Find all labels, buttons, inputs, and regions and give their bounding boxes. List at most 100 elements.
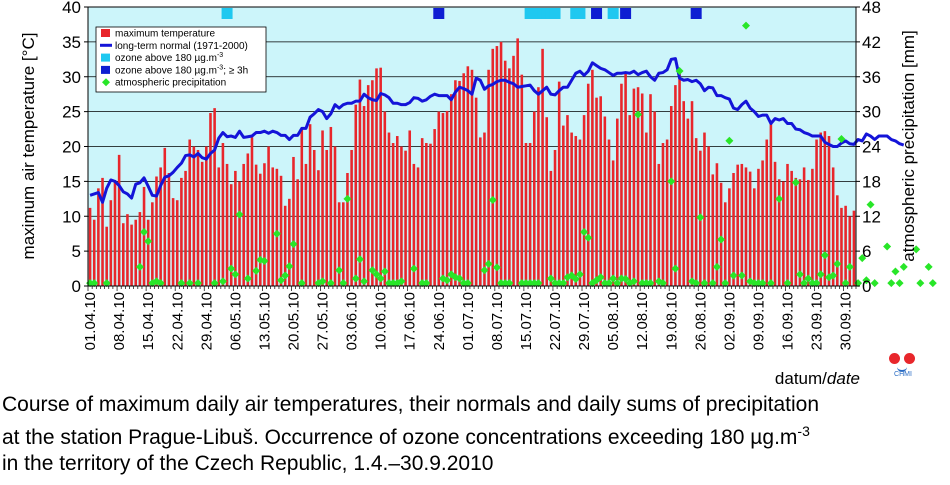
precipitation-markers xyxy=(86,21,937,288)
precipitation-marker xyxy=(194,279,203,288)
x-axis-label-main: datum/ xyxy=(775,369,827,388)
temperature-bar xyxy=(138,212,142,286)
temperature-bar xyxy=(815,139,818,286)
temperature-precipitation-chart: 0 5 10 15 20 25 30 35 40 0 6 12 18 24 30 36 42 48 01.04.10… xyxy=(19,0,937,388)
x-tick-label: 09.09.10 xyxy=(750,292,767,350)
precipitation-marker xyxy=(829,271,838,280)
precipitation-marker xyxy=(600,279,609,288)
temperature-bar xyxy=(545,117,549,287)
temperature-bar xyxy=(620,83,623,286)
precipitation-marker xyxy=(634,110,643,119)
temperature-bar xyxy=(184,170,187,286)
temperature-bar xyxy=(753,188,756,286)
temperature-bar xyxy=(325,149,328,286)
x-tick-label: 29.07.10 xyxy=(576,292,593,350)
ozone-markers xyxy=(221,8,702,19)
temperature-bar xyxy=(657,163,661,286)
temperature-bar xyxy=(329,126,333,286)
logo-wave-icon xyxy=(897,364,907,372)
precipitation-marker xyxy=(343,194,352,203)
legend-label-ozone3h: ozone above 180 µg.m-3; ≥ 3h xyxy=(115,64,248,76)
temperature-bar xyxy=(595,97,598,286)
y-axis-right-label: atmospheric precipitation [mm] xyxy=(899,30,918,261)
y-right-tick-label: 12 xyxy=(862,207,881,226)
temperature-bar xyxy=(707,146,710,286)
temperature-bar xyxy=(279,175,283,286)
temperature-bar xyxy=(449,94,453,286)
precipitation-marker xyxy=(800,279,809,288)
temperature-bar xyxy=(786,163,789,286)
temperature-bar xyxy=(694,138,698,286)
temperature-bar xyxy=(653,111,656,287)
y-left-tick-label: 0 xyxy=(72,277,81,296)
precipitation-marker xyxy=(658,279,667,288)
precipitation-marker xyxy=(530,279,539,288)
temperature-bar xyxy=(213,108,216,286)
temperature-bar xyxy=(636,87,640,287)
temperature-bar xyxy=(196,149,200,286)
temperature-bar xyxy=(267,146,270,286)
precipitation-marker xyxy=(696,213,705,222)
precipitation-marker xyxy=(384,279,393,288)
temperature-bar xyxy=(167,173,171,286)
precipitation-marker xyxy=(613,279,622,288)
ozone-3h-marker xyxy=(591,8,603,19)
precipitation-marker xyxy=(712,262,721,271)
temperature-bar xyxy=(342,202,345,286)
temperature-bar xyxy=(234,170,237,286)
temperature-bar xyxy=(304,163,308,286)
x-tick-label: 03.06.10 xyxy=(344,292,361,350)
temperature-bar xyxy=(250,137,254,286)
temperature-bar xyxy=(553,149,557,286)
precipitation-marker xyxy=(156,279,165,288)
temperature-bar xyxy=(831,167,835,286)
temperature-bar xyxy=(209,113,212,287)
temperature-bar xyxy=(375,68,378,286)
temperature-bar xyxy=(142,186,146,286)
temperature-bar xyxy=(242,163,245,286)
precipitation-marker xyxy=(484,259,493,268)
temperature-bar xyxy=(171,198,175,286)
temperature-bar xyxy=(479,137,482,286)
precipitation-marker xyxy=(721,279,730,288)
precipitation-marker xyxy=(526,279,535,288)
x-tick-label: 01.07.10 xyxy=(460,292,477,350)
y-left-tick-label: 40 xyxy=(62,0,81,17)
precipitation-marker xyxy=(409,264,418,273)
precipitation-marker xyxy=(584,233,593,242)
precipitation-marker xyxy=(318,277,327,286)
temperature-bar xyxy=(640,93,644,287)
precipitation-marker xyxy=(360,277,369,286)
temperature-bar xyxy=(682,101,685,286)
precipitation-marker xyxy=(376,274,385,283)
temperature-bar xyxy=(844,205,847,286)
temperature-bar xyxy=(798,179,802,286)
temperature-bar xyxy=(499,41,503,287)
temperature-bar xyxy=(665,139,669,286)
precipitation-marker xyxy=(277,276,286,285)
temperature-bar xyxy=(346,173,349,286)
precipitation-marker xyxy=(621,275,630,284)
ozone-3h-marker xyxy=(433,8,445,19)
temperature-bar xyxy=(350,149,353,286)
temperature-bar xyxy=(420,138,424,286)
precipitation-marker xyxy=(243,274,252,283)
temperature-bar xyxy=(92,219,96,286)
precipitation-marker xyxy=(185,279,194,288)
temperature-bar xyxy=(358,79,362,286)
precipitation-marker xyxy=(729,271,738,280)
temperature-bar xyxy=(283,205,287,286)
x-tick-label: 17.06.10 xyxy=(402,292,419,350)
precipitation-marker xyxy=(551,279,560,288)
temperature-bar xyxy=(275,168,279,286)
y-right-tick-label: 48 xyxy=(862,0,881,17)
temperature-bar xyxy=(188,139,191,286)
y-right-tick-label: 6 xyxy=(862,242,871,261)
x-tick-label: 30.09.10 xyxy=(838,292,855,350)
temperature-bar xyxy=(130,224,133,286)
temperature-bar xyxy=(516,38,519,286)
x-tick-label: 15.07.10 xyxy=(518,292,535,350)
x-tick-label: 20.05.10 xyxy=(285,292,302,350)
temperature-bar xyxy=(740,163,744,286)
